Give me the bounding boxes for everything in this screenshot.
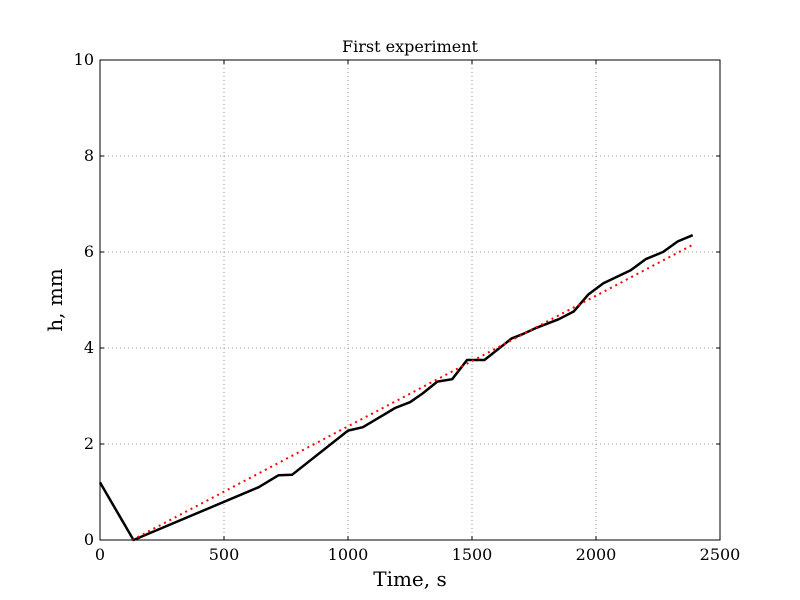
series-layer: [98, 234, 694, 542]
x-tick-label: 500: [209, 545, 240, 564]
y-tick-label: 0: [84, 530, 94, 549]
x-axis-label: Time, s: [373, 567, 447, 591]
y-tick-label: 4: [84, 338, 94, 357]
y-tick-label: 10: [74, 50, 94, 69]
x-tick-label: 2000: [576, 545, 617, 564]
y-tick-label: 6: [84, 242, 94, 261]
y-tick-label: 8: [84, 146, 94, 165]
plot-frame: [99, 59, 721, 541]
x-tick-label: 1000: [328, 545, 369, 564]
y-axis-label: h, mm: [43, 268, 67, 332]
y-tick-label: 2: [84, 434, 94, 453]
ticks: 0 500 1000 1500 2000 2500 0 2 4 6 8 10: [74, 50, 741, 564]
grid: [100, 60, 720, 540]
series-line-fit: [131, 243, 694, 541]
series-line-measured: [98, 234, 694, 542]
chart-title: First experiment: [342, 37, 479, 56]
x-tick-label: 1500: [452, 545, 493, 564]
x-tick-label: 2500: [700, 545, 741, 564]
x-tick-label: 0: [95, 545, 105, 564]
